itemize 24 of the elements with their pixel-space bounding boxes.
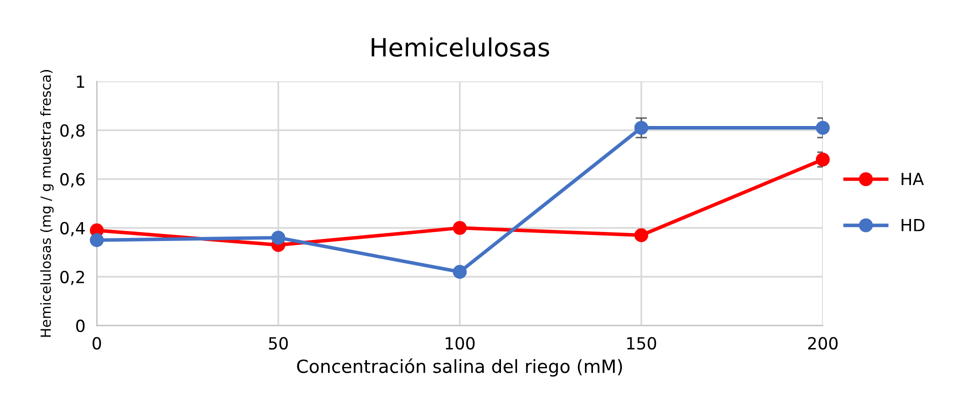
x-tick-label: 100 <box>446 337 475 350</box>
y-tick-label: 0,8 <box>60 124 85 139</box>
x-tick-label: 150 <box>627 337 656 350</box>
point <box>452 220 467 235</box>
chart-title: Hemicelulosas <box>372 37 550 57</box>
y-axis-title: Hemicelulosas (mg / g muestra fresca) <box>40 70 54 337</box>
x-tick-label: 200 <box>808 337 838 350</box>
y-tick-label: 0 <box>76 320 85 332</box>
point <box>634 228 648 242</box>
point <box>816 152 830 166</box>
x-tick-label: 0 <box>92 337 101 350</box>
x-tick-label: 50 <box>268 337 288 350</box>
y-tick-label: 1 <box>76 76 84 88</box>
y-tick-label: 0,2 <box>60 270 84 286</box>
y-tick-label: 0,6 <box>60 173 85 188</box>
point <box>271 230 286 245</box>
y-tick-label: 0,4 <box>60 222 85 236</box>
point <box>90 233 104 248</box>
x-axis-title: Concentración salina del riego (mM) <box>297 358 622 377</box>
legend-label: HD <box>902 219 924 232</box>
point <box>634 120 648 135</box>
point <box>816 120 830 135</box>
point <box>452 264 467 279</box>
legend-label: HA <box>902 172 924 186</box>
